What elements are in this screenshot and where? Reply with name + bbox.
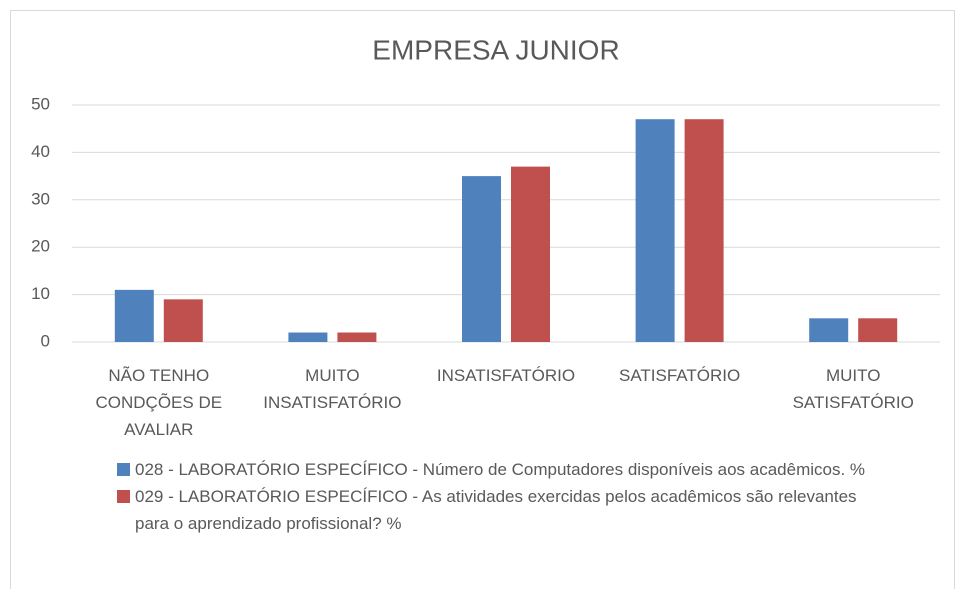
bar — [858, 318, 898, 342]
bar — [809, 318, 849, 342]
x-tick-label: INSATISFATÓRIO — [436, 366, 576, 385]
y-tick-label: 20 — [31, 237, 50, 256]
bar — [337, 332, 377, 342]
y-tick-label: 50 — [31, 94, 50, 113]
chart-border — [10, 10, 955, 589]
bar — [684, 119, 724, 342]
bar — [462, 176, 501, 342]
x-tick-label: MUITO SATISFATÓRIO — [792, 366, 914, 412]
bar — [288, 332, 328, 342]
chart-title: EMPRESA JUNIOR — [372, 34, 619, 65]
legend-label: 028 - LABORATÓRIO ESPECÍFICO - Número de… — [135, 460, 866, 479]
legend-swatch — [117, 463, 130, 476]
legend-swatch — [117, 490, 130, 503]
legend: 028 - LABORATÓRIO ESPECÍFICO - Número de… — [117, 456, 887, 537]
y-tick-label: 10 — [31, 284, 50, 303]
y-tick-label: 0 — [41, 331, 50, 350]
bar — [635, 119, 675, 342]
y-tick-label: 40 — [31, 142, 50, 161]
legend-item: 029 - LABORATÓRIO ESPECÍFICO - As ativid… — [117, 483, 887, 537]
bar — [114, 289, 154, 342]
x-tick-label: NÃO TENHO CONDÇÕES DE AVALIAR — [95, 366, 223, 439]
bar — [511, 166, 550, 342]
bar — [163, 299, 203, 342]
y-tick-label: 30 — [31, 189, 50, 208]
x-tick-label: SATISFATÓRIO — [618, 366, 741, 385]
x-tick-label: MUITO INSATISFATÓRIO — [263, 366, 402, 412]
legend-item: 028 - LABORATÓRIO ESPECÍFICO - Número de… — [117, 456, 887, 483]
legend-label: 029 - LABORATÓRIO ESPECÍFICO - As ativid… — [135, 487, 857, 533]
